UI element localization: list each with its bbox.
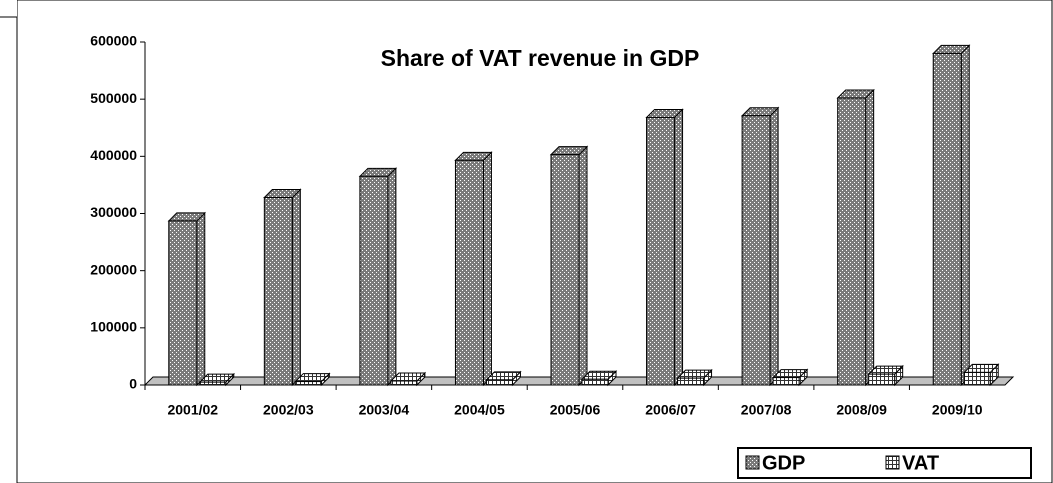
bar [390,380,418,386]
bar [294,381,322,386]
y-tick-label: 100000 [90,319,137,335]
bar-side [482,151,492,387]
bar [741,115,771,386]
bar [485,379,513,386]
x-tick-label: 2008/09 [836,402,887,418]
bar [199,381,227,386]
bar [359,175,389,386]
x-tick-label: 2001/02 [167,402,218,418]
bar [168,220,198,386]
x-tick-label: 2004/05 [454,402,505,418]
y-tick-label: 400000 [90,147,137,163]
x-tick-label: 2007/08 [741,402,792,418]
y-tick-label: 600000 [90,33,137,49]
legend-swatch [885,455,900,470]
y-tick-label: 0 [129,376,137,392]
frame-gap [0,0,17,17]
chart-frame [16,0,1053,483]
x-tick-label: 2009/10 [932,402,983,418]
y-tick-label: 200000 [90,261,137,277]
x-tick-label: 2003/04 [359,402,410,418]
bar-side [578,145,588,387]
x-tick-label: 2005/06 [550,402,601,418]
legend [737,447,1032,479]
bar [454,159,484,386]
legend-swatch [745,455,760,470]
bar [868,373,896,386]
bar [581,378,609,386]
x-tick-label: 2002/03 [263,402,314,418]
bar-side [960,44,970,387]
bar [772,377,800,386]
legend-label: VAT [902,452,939,474]
y-tick-label: 300000 [90,204,137,220]
bar [932,52,962,386]
bar-side [387,167,397,387]
chart-title: Share of VAT revenue in GDP [381,45,700,71]
bar [646,116,676,386]
bar-side [291,188,301,387]
bar-side [769,106,779,387]
x-tick-label: 2006/07 [645,402,696,418]
bar-side [674,108,684,387]
bar-side [196,211,206,387]
y-tick-label: 500000 [90,90,137,106]
legend-label: GDP [762,452,805,474]
bar [963,371,991,386]
bar [550,154,580,386]
bar [837,97,867,386]
bar [263,196,293,386]
bar [677,377,705,386]
bar-side [865,88,875,387]
